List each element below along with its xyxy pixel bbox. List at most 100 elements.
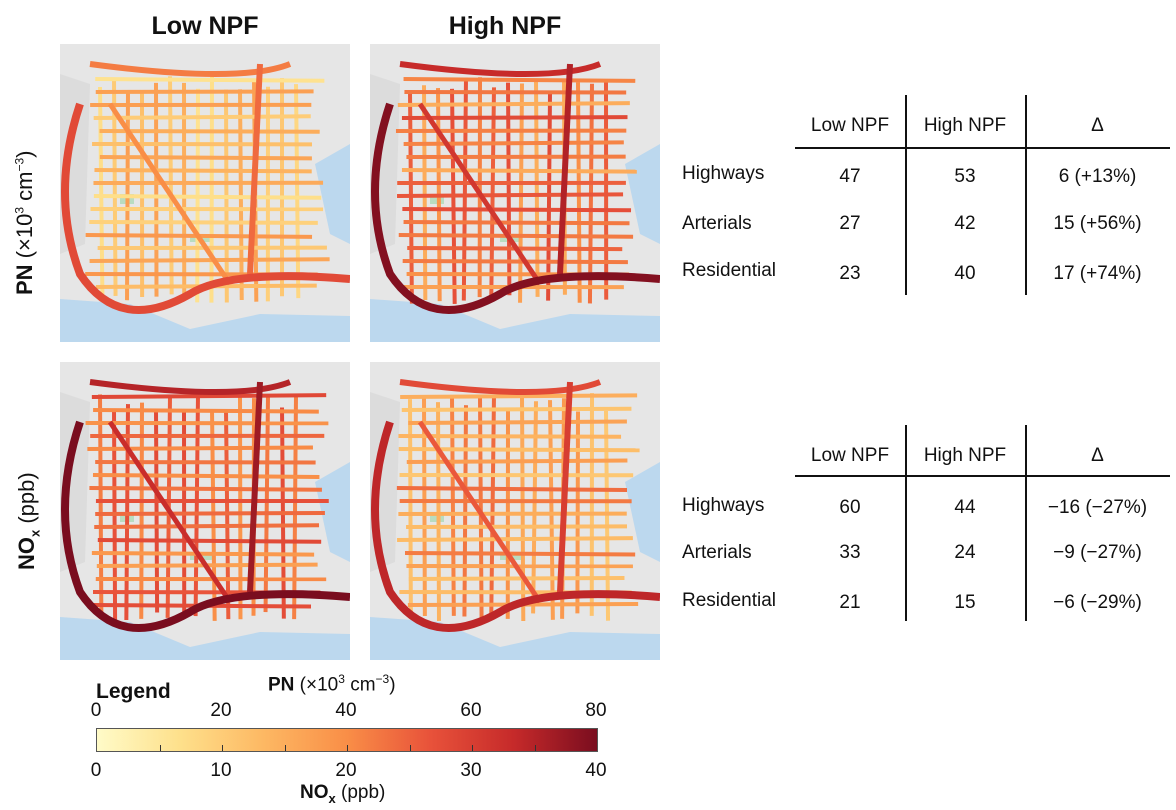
street-map — [370, 362, 660, 660]
highway — [61, 102, 350, 314]
street-segment — [404, 90, 627, 95]
street-segment — [450, 398, 456, 616]
water — [315, 462, 350, 562]
street-segment — [422, 85, 428, 300]
table-cell: −9 (−27%) — [1053, 542, 1142, 563]
table-cell: 44 — [954, 497, 976, 518]
street-segment — [462, 405, 468, 617]
street-segment — [95, 510, 325, 516]
street-segment — [87, 445, 313, 451]
table-cell: 15 — [954, 592, 976, 613]
table-row-label: Arterials — [682, 213, 752, 234]
street-segment — [397, 192, 624, 198]
street-map — [60, 44, 350, 342]
table-cell: −16 (−27%) — [1047, 497, 1148, 518]
table-cell: 47 — [839, 166, 861, 187]
street-segment — [408, 576, 625, 581]
street-segment — [209, 75, 214, 303]
pn-table: Low NPF High NPF Δ Highways 47 53 6 (+13… — [680, 95, 1170, 300]
street-segment — [401, 406, 632, 412]
street-segment — [534, 80, 540, 297]
street-segment — [400, 393, 638, 399]
street-segment — [396, 486, 628, 492]
row-label-pn: PN (×103 cm−3) — [12, 150, 37, 295]
table-cell: 6 (+13%) — [1058, 166, 1137, 187]
street-segment — [91, 551, 315, 557]
street-map — [60, 362, 350, 660]
street-segment — [402, 259, 628, 265]
street-segment — [604, 410, 611, 621]
highway — [371, 420, 660, 632]
street-segment — [99, 155, 312, 161]
arterial-road — [417, 420, 543, 604]
legend-tick-mark — [222, 745, 223, 751]
street-segment — [95, 77, 325, 83]
water — [625, 462, 660, 562]
table-cell: 42 — [954, 213, 976, 234]
arterial-road — [107, 420, 233, 604]
legend-tick-label: 0 — [90, 700, 102, 721]
table-cell: 60 — [839, 497, 861, 518]
table-cell: 33 — [839, 542, 861, 563]
street-segment — [398, 434, 622, 439]
legend-pn-label: PN (×103 cm−3) — [268, 672, 396, 696]
arterial-road — [399, 379, 602, 395]
table-header-delta: Δ — [1091, 445, 1104, 466]
arterial-road — [557, 381, 573, 593]
street-segment — [89, 486, 322, 492]
water — [625, 144, 660, 244]
highway — [371, 102, 660, 314]
street-segment — [93, 114, 311, 120]
street-segment — [406, 458, 628, 464]
street-segment — [402, 207, 632, 213]
table-divider — [905, 95, 907, 295]
column-header-low-npf: Low NPF — [151, 12, 259, 40]
street-segment — [546, 93, 552, 301]
arterial-road — [107, 102, 233, 286]
arterial-road — [89, 379, 292, 395]
street-segment — [520, 398, 526, 622]
arterial-road — [557, 63, 573, 275]
table-row-label: Highways — [682, 495, 765, 516]
street-segment — [403, 140, 624, 146]
legend-tick-label: 0 — [90, 760, 102, 781]
table-divider — [905, 425, 907, 621]
street-segment — [436, 402, 441, 621]
street-segment — [99, 129, 320, 134]
table-divider — [795, 147, 1170, 149]
map-nox-low — [60, 362, 350, 660]
street-segment — [406, 524, 628, 529]
highway — [61, 420, 350, 632]
arterial-road — [247, 63, 263, 275]
table-cell: 21 — [839, 592, 861, 613]
street-segment — [92, 473, 320, 479]
map-pn-low — [60, 44, 350, 342]
table-divider — [795, 475, 1170, 477]
legend-tick-mark — [472, 745, 473, 751]
street-segment — [193, 394, 200, 617]
legend-tick-label: 60 — [460, 700, 482, 721]
street-segment — [398, 447, 640, 453]
legend-title: Legend — [96, 680, 171, 703]
street-segment — [401, 168, 637, 174]
table-cell: −6 (−29%) — [1053, 592, 1142, 613]
street-segment — [154, 82, 159, 297]
table-cell: 53 — [954, 166, 976, 187]
legend-tick-mark — [347, 745, 348, 751]
legend-tick-label: 40 — [335, 700, 357, 721]
legend-tick-label: 40 — [585, 760, 607, 781]
table-divider — [1025, 95, 1027, 295]
street-segment — [397, 101, 630, 107]
map-nox-high — [370, 362, 660, 660]
legend-tick-mark — [159, 745, 161, 751]
map-pn-high — [370, 44, 660, 342]
street-segment — [93, 194, 322, 200]
street-segment — [168, 76, 174, 295]
street-segment — [408, 399, 413, 615]
table-header-high: High NPF — [923, 445, 1007, 466]
street-segment — [112, 409, 118, 622]
street-segment — [294, 84, 301, 299]
table-cell: 40 — [954, 263, 976, 284]
street-segment — [401, 115, 628, 120]
street-segment — [404, 551, 636, 557]
